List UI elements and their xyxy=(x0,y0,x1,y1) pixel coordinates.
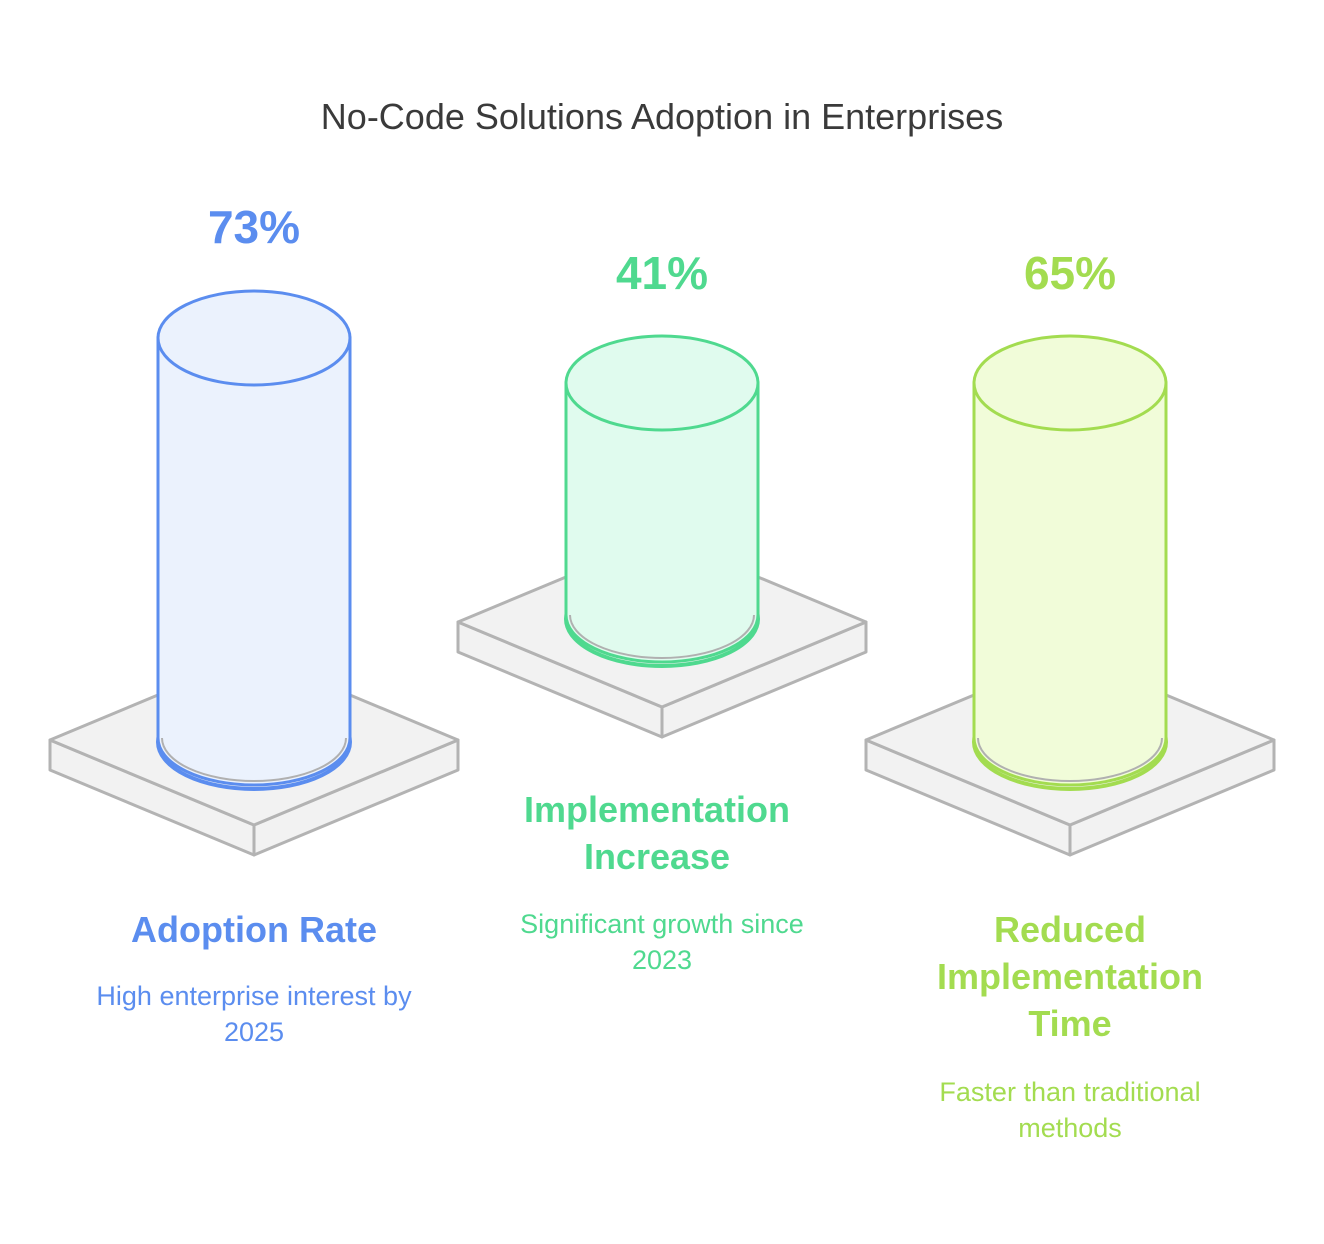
reduced-time-value: 65% xyxy=(1023,247,1117,299)
implementation-increase-value: 41% xyxy=(615,247,709,299)
reduced-time-description: Faster than traditional methods xyxy=(939,1077,1201,1143)
reduced-time-cylinder-top xyxy=(972,334,1168,432)
adoption-rate-label: Adoption Rate xyxy=(131,909,377,950)
adoption-rate-cylinder-top xyxy=(156,289,352,387)
adoption-rate-value: 73% xyxy=(207,201,301,253)
reduced-time-cylinder-base-edge xyxy=(977,737,1163,782)
implementation-increase-label: Implementation Increase xyxy=(523,789,791,877)
implementation-increase-description: Significant growth since 2023 xyxy=(520,909,804,975)
implementation-increase-cylinder-base-edge xyxy=(569,614,755,659)
page-title: No-Code Solutions Adoption in Enterprise… xyxy=(320,96,1004,137)
implementation-increase-cylinder-body xyxy=(564,381,760,664)
reduced-time-label: Reduced Implementation Time xyxy=(936,909,1204,1044)
adoption-rate-description: High enterprise interest by 2025 xyxy=(96,981,412,1047)
reduced-time-cylinder-body xyxy=(972,381,1168,787)
adoption-rate-cylinder-body xyxy=(156,336,352,787)
implementation-increase-cylinder-top xyxy=(564,334,760,432)
adoption-rate-cylinder-base-edge xyxy=(161,737,347,782)
